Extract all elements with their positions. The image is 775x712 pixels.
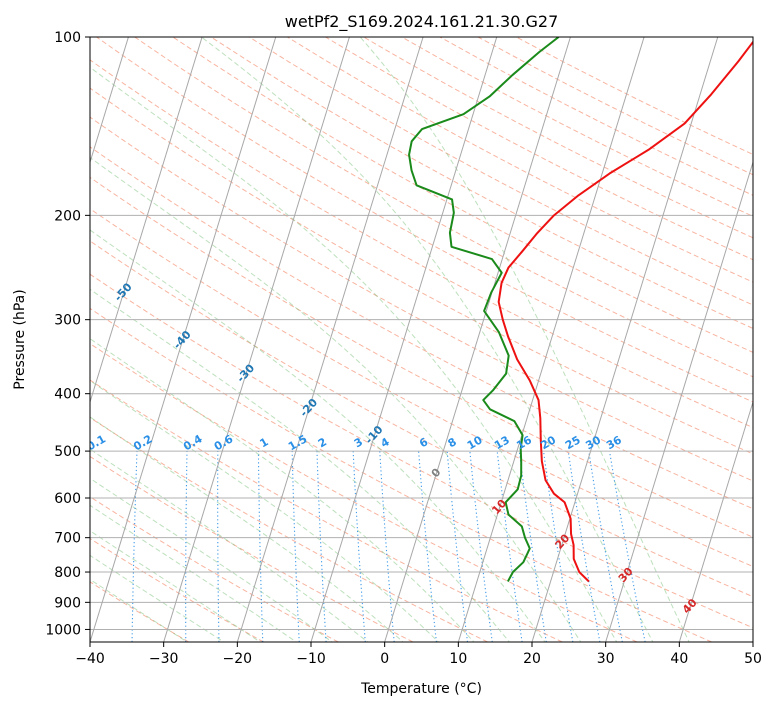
x-tick-label: 30	[597, 651, 615, 667]
mixing-ratio-line	[588, 451, 623, 642]
x-tick-label: −20	[223, 651, 253, 667]
dry-adiabat	[90, 240, 753, 598]
dry-adiabat	[286, 37, 753, 283]
mixing-ratio-line	[543, 451, 574, 642]
x-tick-label: −10	[296, 651, 326, 667]
x-tick-label: −30	[149, 651, 179, 667]
dry-adiabat	[90, 379, 563, 642]
isotherm-line	[678, 400, 753, 642]
moist-adiabat	[90, 477, 333, 642]
dewpoint-profile	[408, 37, 560, 582]
dry-adiabat	[90, 496, 339, 642]
dry-adiabat	[133, 37, 753, 378]
isotherm-line	[310, 37, 498, 642]
dry-adiabat	[90, 307, 712, 642]
moist-adiabat	[90, 504, 298, 642]
mixing-ratio-line	[418, 451, 437, 642]
y-tick-label: 400	[54, 387, 81, 403]
mixing-ratio-line	[567, 451, 601, 642]
dry-adiabat	[248, 37, 753, 306]
y-axis-label: Pressure (hPa)	[12, 289, 28, 389]
isotherm-line	[90, 37, 277, 642]
mixing-ratio-line	[316, 451, 327, 642]
isotherm-line	[236, 37, 424, 642]
mixing-ratio-line	[496, 451, 523, 642]
y-tick-label: 100	[54, 30, 81, 46]
mixing-ratio-line	[217, 451, 220, 642]
isotherm-line	[90, 37, 203, 404]
plot-area	[90, 37, 753, 642]
y-tick-label: 500	[54, 444, 81, 460]
mixing-ratio-line	[291, 451, 300, 642]
moist-adiabat	[90, 554, 225, 642]
axis-ticks: −40 −30 −20 −10 0 10 20 30 40 50 100 200 300 400 500 60…	[45, 30, 762, 667]
y-tick-label: 900	[54, 595, 81, 611]
mixing-ratio-line	[469, 451, 493, 642]
y-tick-label: 1000	[45, 622, 81, 638]
moist-adiabat	[90, 380, 440, 642]
isotherm-line	[90, 37, 129, 164]
isotherm-line	[457, 37, 645, 642]
x-axis-label: Temperature (°C)	[360, 681, 482, 697]
dry-adiabat	[90, 176, 753, 538]
dry-adiabat	[171, 37, 753, 353]
x-tick-label: 20	[523, 651, 541, 667]
dry-adiabat	[90, 581, 190, 642]
isotherm-line	[605, 160, 753, 642]
x-tick-label: 0	[380, 651, 389, 667]
dry-adiabat	[90, 455, 414, 642]
mixing-ratio-line	[446, 451, 469, 642]
moist-adiabat	[90, 448, 369, 642]
dry-adiabat	[210, 37, 753, 329]
isotherm-line	[384, 37, 571, 642]
x-tick-label: 40	[670, 651, 688, 667]
y-tick-label: 300	[54, 313, 81, 329]
moist-adiabat	[90, 229, 546, 642]
y-tick-label: 200	[54, 208, 81, 224]
dry-adiabat	[90, 416, 488, 642]
y-tick-label: 800	[54, 565, 81, 581]
dry-adiabat	[90, 116, 753, 482]
x-tick-label: −40	[75, 651, 105, 667]
chart-title: wetPf2_S169.2024.161.21.30.G27	[285, 12, 559, 32]
mixing-ratio-line	[131, 451, 138, 642]
mixing-ratio-line	[352, 451, 366, 642]
isotherm-line	[531, 37, 719, 642]
y-tick-label: 600	[54, 491, 81, 507]
dry-adiabat	[90, 208, 753, 568]
dry-adiabat	[90, 273, 753, 629]
plot-frame	[89, 36, 754, 643]
moist-adiabat	[90, 530, 262, 642]
x-tick-label: 10	[449, 651, 467, 667]
dry-adiabat	[90, 343, 638, 642]
mixing-ratio-line	[185, 451, 188, 642]
y-tick-label: 700	[54, 531, 81, 547]
moist-adiabat	[359, 37, 690, 642]
dry-adiabat	[90, 146, 753, 510]
x-tick-label: 50	[744, 651, 762, 667]
mixing-ratio-line	[518, 451, 547, 642]
temperature-profile	[497, 40, 753, 583]
mixing-ratio-line	[257, 451, 264, 642]
isotherm-line	[163, 37, 350, 642]
